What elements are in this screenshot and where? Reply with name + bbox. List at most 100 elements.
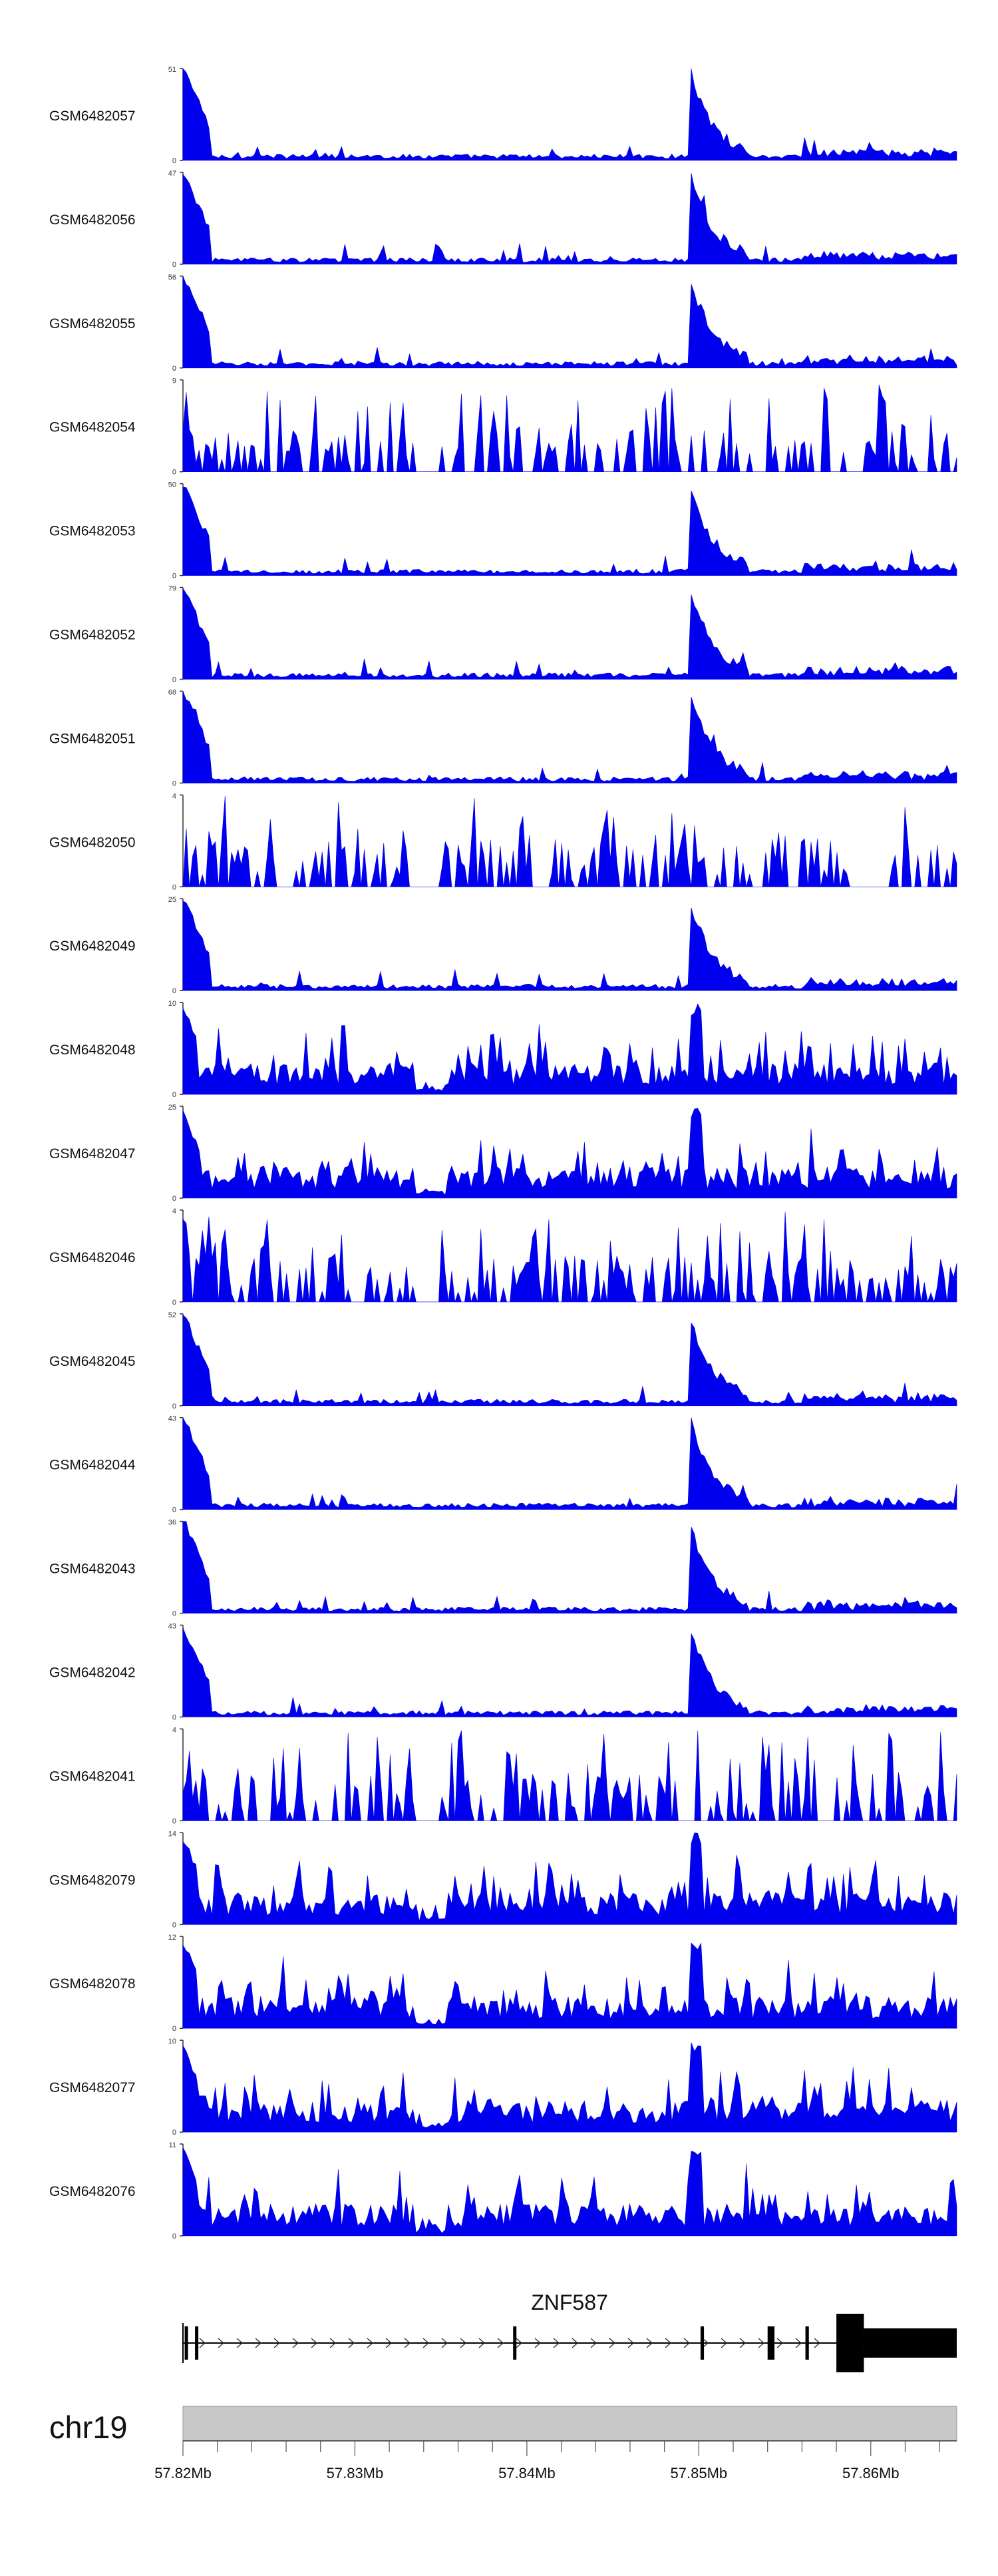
x-tick-label: 57.86Mb	[842, 2465, 900, 2481]
track-label: GSM6482079	[49, 1872, 136, 1888]
track-label: GSM6482076	[49, 2184, 136, 2199]
track-label: GSM6482052	[49, 628, 136, 643]
track-label: GSM6482048	[49, 1042, 136, 1058]
strand-arrow	[758, 2338, 764, 2348]
strand-arrow	[665, 2338, 671, 2348]
track-label: GSM6482055	[49, 316, 136, 331]
y-axis-min-label: 0	[172, 779, 176, 787]
strand-arrow	[534, 2338, 541, 2348]
track-label: GSM6482049	[49, 939, 136, 954]
exon-block	[513, 2326, 517, 2360]
y-axis-min-label: 0	[172, 1817, 176, 1825]
gene-model	[182, 2314, 957, 2372]
strand-arrow	[590, 2338, 597, 2348]
track-label: GSM6482077	[49, 2080, 136, 2095]
coverage-area	[182, 68, 957, 161]
strand-arrow	[795, 2338, 802, 2348]
y-axis-min-label: 0	[172, 572, 176, 580]
y-axis-min-label: 0	[172, 365, 176, 373]
track-label: GSM6482043	[49, 1562, 136, 1577]
coverage-area	[182, 1832, 957, 1925]
coverage-area	[182, 276, 957, 369]
strand-arrow	[218, 2338, 224, 2348]
track-GSM6482042: GSM6482042 43 0	[49, 1623, 957, 1722]
x-tick-label: 57.82Mb	[154, 2465, 212, 2481]
coverage-area	[182, 1627, 957, 1717]
y-axis-max-label: 10	[168, 1000, 176, 1008]
strand-arrow	[311, 2338, 317, 2348]
y-axis-min-label: 0	[172, 157, 176, 165]
strand-arrow	[776, 2338, 783, 2348]
gene-name-label: ZNF587	[531, 2290, 608, 2314]
y-axis-min-label: 0	[172, 261, 176, 269]
y-axis-max-label: 47	[168, 170, 176, 178]
y-axis-max-label: 12	[168, 1934, 176, 1942]
strand-arrow	[627, 2338, 634, 2348]
y-axis-min-label: 0	[172, 1714, 176, 1722]
strand-arrow	[646, 2338, 653, 2348]
strand-arrow	[497, 2338, 504, 2348]
y-axis-max-label: 4	[172, 1207, 176, 1215]
strand-arrow	[739, 2338, 746, 2348]
coverage-area	[182, 691, 957, 783]
exon-block	[805, 2326, 809, 2360]
track-GSM6482050: GSM6482050 4 0	[49, 792, 957, 891]
y-axis-max-label: 4	[172, 1726, 176, 1734]
x-tick-label: 57.85Mb	[671, 2465, 728, 2481]
strand-arrow	[329, 2338, 336, 2348]
y-axis-min-label: 0	[172, 1091, 176, 1099]
strand-arrow	[609, 2338, 615, 2348]
track-label: GSM6482042	[49, 1665, 136, 1681]
y-axis-min-label: 0	[172, 676, 176, 684]
track-label: GSM6482057	[49, 108, 136, 124]
track-GSM6482055: GSM6482055 56 0	[49, 274, 957, 373]
exon-block-large	[836, 2314, 864, 2372]
y-axis-max-label: 11	[169, 2141, 176, 2149]
strand-arrow	[553, 2338, 560, 2348]
y-axis-min-label: 0	[172, 987, 176, 995]
track-GSM6482049: GSM6482049 25 0	[49, 896, 957, 995]
coverage-area	[182, 173, 957, 265]
y-axis-max-label: 43	[168, 1415, 176, 1423]
coverage-area	[182, 1211, 957, 1303]
track-GSM6482047: GSM6482047 25 0	[49, 1104, 957, 1203]
track-label: GSM6482047	[49, 1146, 136, 1162]
track-GSM6482053: GSM6482053 50 0	[49, 481, 957, 580]
y-axis-max-label: 25	[168, 1104, 176, 1112]
y-axis-max-label: 79	[168, 585, 176, 593]
strand-arrow	[721, 2338, 727, 2348]
x-tick-label: 57.83Mb	[327, 2465, 384, 2481]
y-axis-min-label: 0	[172, 1402, 176, 1410]
coverage-area	[182, 1108, 957, 1199]
y-axis-min-label: 0	[172, 1610, 176, 1618]
y-axis-max-label: 36	[168, 1519, 176, 1527]
track-GSM6482044: GSM6482044 43 0	[49, 1415, 957, 1514]
track-GSM6482056: GSM6482056 47 0	[49, 170, 957, 269]
y-axis-min-label: 0	[172, 2129, 176, 2137]
coverage-tracks: GSM6482057510GSM6482056470GSM6482055560G…	[49, 66, 957, 2241]
chromosome-track: chr19 57.82Mb 57.83Mb 57.84Mb 57.85Mb 57.86M…	[49, 2406, 957, 2481]
coverage-area	[182, 1521, 957, 1613]
track-GSM6482052: GSM6482052 79 0	[49, 585, 957, 684]
strand-arrow	[404, 2338, 411, 2348]
coverage-area	[182, 901, 957, 991]
track-label: GSM6482050	[49, 835, 136, 850]
strand-arrow	[255, 2338, 261, 2348]
track-GSM6482046: GSM6482046 4 0	[49, 1207, 957, 1307]
y-axis-min-label: 0	[172, 1299, 176, 1307]
strand-arrow	[422, 2338, 429, 2348]
strand-arrow	[236, 2338, 243, 2348]
strand-arrow	[385, 2338, 392, 2348]
strand-arrow	[460, 2338, 466, 2348]
coverage-area	[182, 1314, 957, 1406]
exon-block	[195, 2326, 199, 2360]
track-label: GSM6482078	[49, 1976, 136, 1992]
track-label: GSM6482056	[49, 212, 136, 228]
y-axis-max-label: 68	[168, 688, 176, 696]
y-axis-min-label: 0	[172, 2233, 176, 2241]
strand-arrow	[441, 2338, 448, 2348]
strand-arrow	[516, 2338, 522, 2348]
coverage-area	[182, 2042, 957, 2133]
y-axis-max-label: 10	[168, 2038, 176, 2045]
strand-arrow	[348, 2338, 355, 2348]
